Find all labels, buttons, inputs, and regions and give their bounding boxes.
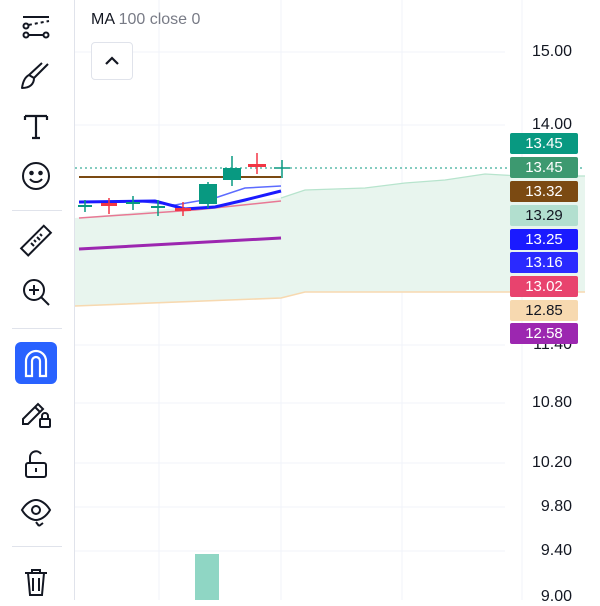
indicator-params: 100 close 0 xyxy=(118,11,201,28)
zoom-in-tool-icon[interactable] xyxy=(12,270,60,314)
volume-bar xyxy=(195,554,219,600)
price-tag: 13.16 xyxy=(510,252,578,273)
chevron-up-icon xyxy=(105,56,119,65)
chart-area[interactable]: MA 100 close 0 xyxy=(75,0,600,600)
price-tag: 13.32 xyxy=(510,181,578,202)
drawing-toolbar xyxy=(0,0,75,600)
forecast-band xyxy=(75,174,585,306)
candles xyxy=(78,153,290,216)
price-axis-label: 9.40 xyxy=(540,542,572,559)
collapse-legend-button[interactable] xyxy=(91,42,133,80)
price-tag: 12.58 xyxy=(510,323,578,344)
trash-icon[interactable] xyxy=(12,560,60,604)
price-tag: 12.85 xyxy=(510,300,578,321)
price-tag: 13.45 xyxy=(510,133,578,154)
price-tag: 13.02 xyxy=(510,276,578,297)
visibility-icon[interactable] xyxy=(12,490,60,534)
price-axis-label: 9.80 xyxy=(540,498,572,515)
indicator-legend[interactable]: MA 100 close 0 xyxy=(91,11,200,29)
toolbar-separator xyxy=(12,210,62,211)
price-axis-label: 14.00 xyxy=(531,116,572,133)
toolbar-separator xyxy=(12,328,62,329)
ruler-tool-icon[interactable] xyxy=(12,220,60,264)
magnet-tool-icon[interactable] xyxy=(15,342,57,384)
ma-line-pink xyxy=(78,200,282,219)
ma-line-blue xyxy=(78,189,282,211)
trend-line-tool-icon[interactable] xyxy=(12,4,60,48)
price-axis-label: 9.00 xyxy=(540,588,572,605)
price-axis-label: 10.80 xyxy=(531,394,572,411)
chart-canvas[interactable] xyxy=(75,0,600,600)
price-tag: 13.45 xyxy=(510,157,578,178)
price-tag: 13.29 xyxy=(510,205,578,226)
price-axis-label: 10.20 xyxy=(531,454,572,471)
indicator-name: MA xyxy=(91,11,115,28)
unlock-icon[interactable] xyxy=(12,442,60,486)
emoji-tool-icon[interactable] xyxy=(12,154,60,198)
text-tool-icon[interactable] xyxy=(12,104,60,148)
brush-tool-icon[interactable] xyxy=(12,54,60,98)
price-axis-label: 15.00 xyxy=(531,43,572,60)
toolbar-separator xyxy=(12,546,62,547)
ma-line-purple xyxy=(78,236,282,251)
lock-drawings-icon[interactable] xyxy=(12,390,60,434)
band-lower-line xyxy=(75,291,585,307)
price-tag: 13.25 xyxy=(510,229,578,250)
